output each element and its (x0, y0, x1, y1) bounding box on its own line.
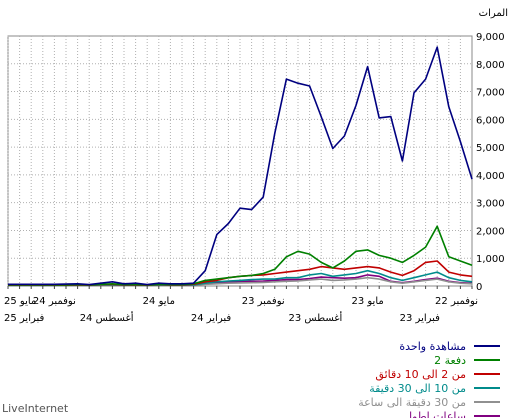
y-tick-label: 4,000 (476, 171, 505, 182)
plot-area (7, 35, 473, 287)
legend-label: 2 دفعة (434, 354, 466, 367)
x-tick-label: مايو 24 (143, 296, 175, 307)
x-tick-label: مايو 23 (351, 296, 383, 307)
y-axis-ticks: 0 1,000 2,000 3,000 4,000 5,000 6,000 7,000 8,00… (476, 32, 505, 293)
x-tick-label: أغسطس 23 (289, 311, 343, 324)
y-tick-label: 9,000 (476, 32, 505, 43)
y-tick-label: 8,000 (476, 60, 505, 71)
series-line (8, 46, 473, 286)
brand-label: LiveInternet (2, 402, 69, 415)
legend-label: ساعات اطول (404, 410, 466, 418)
x-tick-label: نوفمبر 24 (33, 296, 76, 307)
x-tick-label: نوفمبر 22 (435, 296, 478, 307)
grid (7, 36, 472, 286)
y-tick-label: 5,000 (476, 143, 505, 154)
legend-label: مشاهدة واحدة (399, 340, 466, 353)
x-tick-label: فبراير 23 (400, 313, 441, 324)
y-tick-label: 1,000 (476, 254, 505, 265)
x-tick-label: أغسطس 24 (80, 311, 134, 324)
y-tick-label: 6,000 (476, 115, 505, 126)
legend-label: من 10 الى 30 دقيقة (369, 382, 466, 395)
y-axis-title: المرات (479, 8, 508, 19)
x-axis-ticks: نوفمبر 22 مايو 23 نوفمبر 23 مايو 24 نوفمبر 2… (4, 286, 478, 324)
y-tick-label: 7,000 (476, 88, 505, 99)
legend-label: من 2 الى 10 دقائق (375, 368, 466, 382)
legend-label: من 30 دقيقة الى ساعة (358, 396, 466, 409)
y-tick-label: 0 (476, 282, 482, 293)
x-tick-label: فبراير 25 (4, 313, 45, 324)
y-tick-label: 2,000 (476, 226, 505, 237)
y-tick-label: 3,000 (476, 199, 505, 210)
x-tick-label: فبراير 24 (191, 313, 232, 324)
series-lines (8, 46, 473, 287)
x-tick-label: نوفمبر 23 (242, 296, 285, 307)
x-tick-label: مايو 25 (4, 296, 36, 307)
